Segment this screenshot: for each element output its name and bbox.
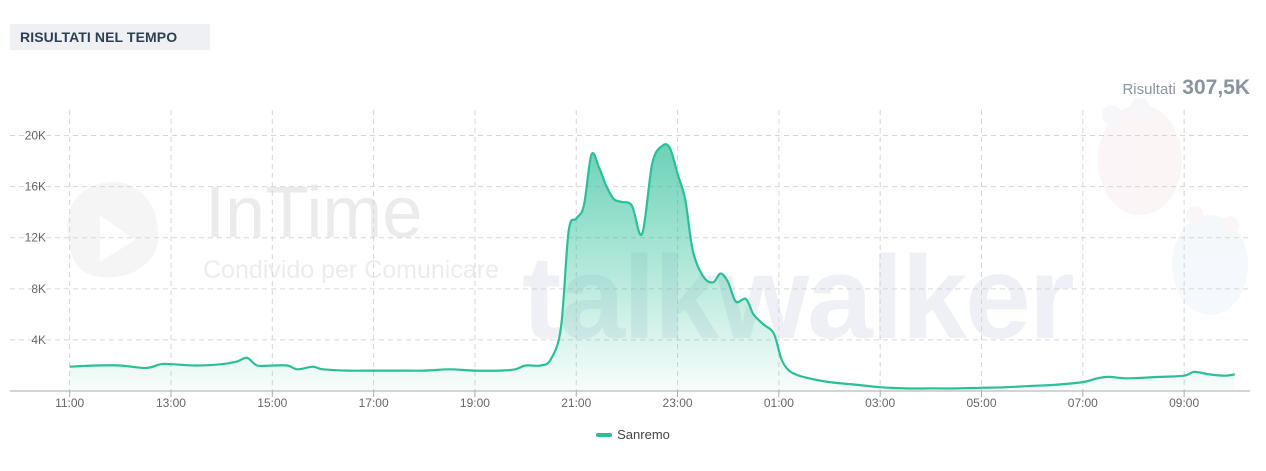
x-tick-label: 07:00 xyxy=(1068,396,1098,410)
x-tick-label: 19:00 xyxy=(460,396,490,410)
x-tick-label: 17:00 xyxy=(359,396,389,410)
y-tick-label: 4K xyxy=(31,333,46,347)
watermark-logo xyxy=(67,181,159,278)
legend-swatch xyxy=(596,432,613,437)
chart-axes: 4K 8K 12K 16K 20K 11:00 13:00 15:00 17:00 19:00 21… xyxy=(10,129,1250,410)
chart-plot xyxy=(69,143,1235,391)
chart-legend[interactable]: Sanremo xyxy=(0,427,1266,442)
x-tick-label: 23:00 xyxy=(663,396,693,410)
section-header: RISULTATI NEL TEMPO xyxy=(10,24,210,50)
y-tick-label: 20K xyxy=(25,129,46,143)
legend-label: Sanremo xyxy=(617,427,670,442)
series-line-sanremo xyxy=(69,143,1235,390)
x-tick-label: 11:00 xyxy=(55,396,84,410)
x-tick-label: 05:00 xyxy=(966,396,996,410)
x-tick-label: 21:00 xyxy=(561,396,591,410)
results-summary: Risultati 307,5K xyxy=(1122,76,1250,100)
y-tick-label: 12K xyxy=(25,231,46,245)
y-tick-label: 8K xyxy=(31,282,46,296)
watermark-footprints xyxy=(1098,98,1248,315)
series-area-sanremo xyxy=(69,144,1235,391)
results-label: Risultati xyxy=(1122,81,1176,98)
section-title: RISULTATI NEL TEMPO xyxy=(20,29,178,45)
x-tick-label: 03:00 xyxy=(865,396,895,410)
x-tick-label: 13:00 xyxy=(156,396,186,410)
x-tick-label: 01:00 xyxy=(764,396,794,410)
results-value: 307,5K xyxy=(1182,76,1250,99)
x-tick-label: 09:00 xyxy=(1169,396,1199,410)
y-tick-label: 16K xyxy=(25,180,46,194)
x-tick-label: 15:00 xyxy=(257,396,287,410)
